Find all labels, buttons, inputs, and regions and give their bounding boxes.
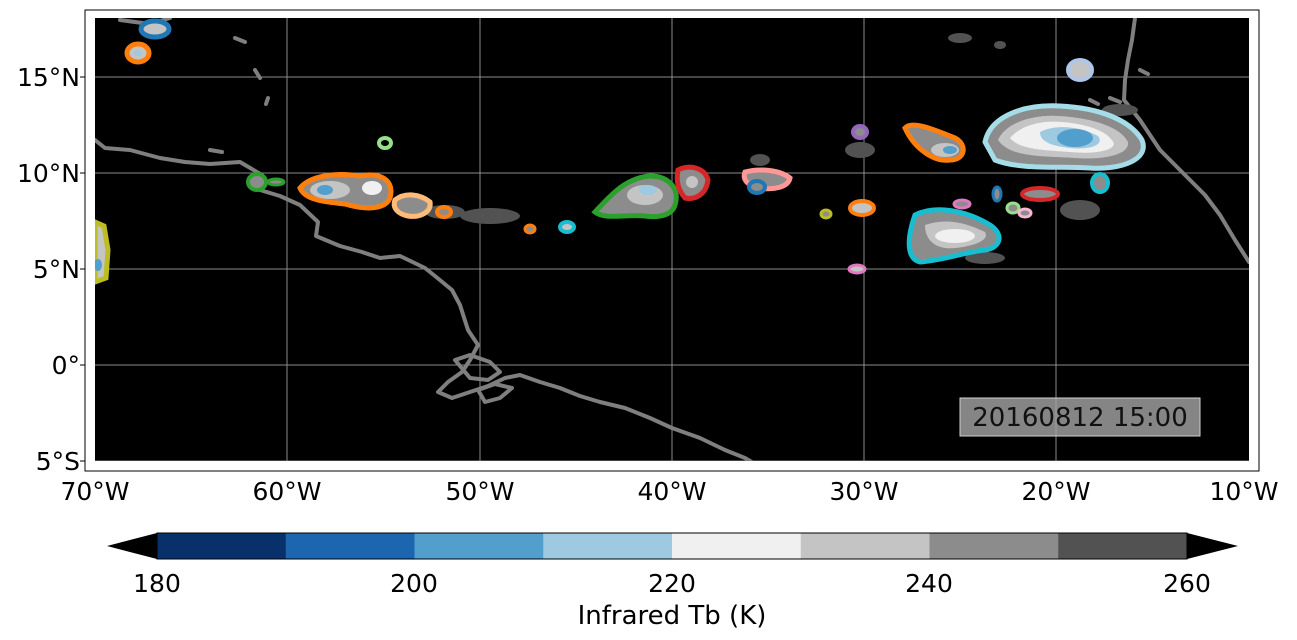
cloud-system-peach bbox=[391, 192, 433, 219]
lat-tick-label: 10°N bbox=[17, 159, 80, 188]
colorbar-segment bbox=[672, 533, 802, 559]
lon-tick-label: 10°W bbox=[1209, 477, 1278, 506]
cloud-system-orange-55w bbox=[297, 172, 394, 211]
latitude-ticks: 15°N 10°N 5°N 0° 5°S bbox=[17, 63, 85, 476]
cloud-system-olive-left-edge bbox=[95, 219, 111, 285]
timestamp-box: 20160812 15:00 bbox=[959, 397, 1201, 437]
lon-tick-label: 20°W bbox=[1021, 477, 1090, 506]
colorbar-segment bbox=[414, 533, 544, 559]
lat-tick-label: 5°N bbox=[33, 255, 80, 284]
colorbar-over-arrow bbox=[1187, 533, 1238, 559]
lat-tick-label: 15°N bbox=[17, 63, 80, 92]
colorbar-under-arrow bbox=[107, 533, 157, 559]
cloud-system-pink-35w bbox=[741, 167, 793, 195]
africa-coastline bbox=[1122, 18, 1249, 264]
colorbar-tick-label: 220 bbox=[648, 569, 696, 598]
longitude-ticks: 70°W 60°W 50°W 40°W 30°W 20°W 10°W bbox=[60, 477, 1278, 506]
cloud-system-orange-east bbox=[902, 122, 966, 163]
colorbar-segment bbox=[157, 533, 287, 559]
colorbar-tick-label: 180 bbox=[133, 569, 181, 598]
lon-tick-label: 40°W bbox=[637, 477, 706, 506]
cloud-system-large-east bbox=[982, 103, 1146, 171]
cloud-field-250-260 bbox=[425, 33, 1138, 264]
cloud-system-southeast bbox=[906, 207, 1002, 265]
lon-tick-label: 50°W bbox=[445, 477, 514, 506]
amazon-delta-islands-2 bbox=[476, 382, 514, 404]
amazon-delta-islands bbox=[453, 353, 502, 382]
cloud-system-small-features bbox=[246, 58, 1110, 275]
colorbar-segment bbox=[285, 533, 415, 559]
colorbar-segment bbox=[1058, 533, 1188, 559]
gridlines bbox=[95, 18, 1249, 461]
colorbar-tick-label: 260 bbox=[1163, 569, 1211, 598]
lon-tick-label: 30°W bbox=[829, 477, 898, 506]
colorbar-tick-label: 200 bbox=[390, 569, 438, 598]
cloud-system-orange-topleft bbox=[124, 18, 172, 65]
cloud-system-red-38w bbox=[674, 164, 711, 201]
colorbar-outline bbox=[156, 532, 1188, 560]
cloud-system-green-40w bbox=[591, 173, 679, 220]
colorbar-tick-label: 240 bbox=[905, 569, 953, 598]
cape-verde-islands bbox=[1088, 68, 1150, 106]
lon-tick-label: 60°W bbox=[252, 477, 321, 506]
colorbar-title: Infrared Tb (K) bbox=[578, 601, 767, 631]
colorbar-segment bbox=[800, 533, 930, 559]
lat-tick-label: 0° bbox=[52, 351, 80, 380]
colorbar: 180 200 220 240 260 Infrared Tb (K) bbox=[107, 532, 1238, 631]
timestamp-label: 20160812 15:00 bbox=[972, 403, 1188, 433]
colorbar-segment bbox=[929, 533, 1059, 559]
lat-tick-label: 5°S bbox=[36, 447, 80, 476]
lon-tick-label: 70°W bbox=[60, 477, 129, 506]
colorbar-segment bbox=[543, 533, 673, 559]
colorbar-segments bbox=[157, 533, 1188, 559]
